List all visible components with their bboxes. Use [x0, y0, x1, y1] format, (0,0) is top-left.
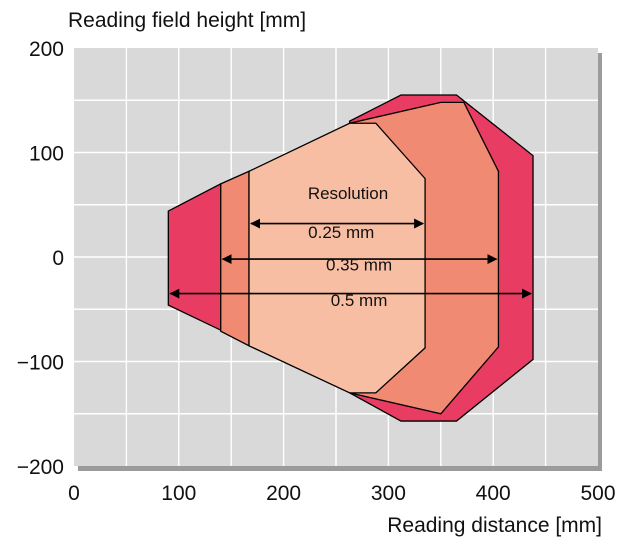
y-tick-label: −100	[17, 352, 64, 375]
resolution-arrows	[169, 218, 533, 299]
resolution-label: 0.5 mm	[331, 291, 388, 310]
x-axis-ticks: 0 100 200 300 400 500	[68, 482, 615, 505]
y-tick-label: −200	[17, 456, 64, 479]
x-tick-label: 400	[476, 482, 511, 505]
x-tick-label: 300	[371, 482, 406, 505]
x-tick-label: 500	[580, 482, 615, 505]
resolution-labels: 0.25 mm 0.35 mm 0.5 mm	[308, 223, 392, 310]
x-tick-label: 0	[68, 482, 80, 505]
resolution-label: 0.35 mm	[326, 256, 392, 275]
x-tick-label: 200	[266, 482, 301, 505]
x-tick-label: 100	[161, 482, 196, 505]
y-tick-label: 200	[29, 38, 64, 61]
x-axis-label: Reading distance [mm]	[387, 514, 602, 537]
resolution-label: 0.25 mm	[308, 223, 374, 242]
y-axis-label: Reading field height [mm]	[68, 9, 306, 32]
y-tick-label: 0	[52, 247, 64, 270]
resolution-heading: Resolution	[308, 184, 388, 203]
y-axis-ticks: 200 100 0 −100 −200	[17, 38, 64, 479]
y-tick-label: 100	[29, 143, 64, 166]
